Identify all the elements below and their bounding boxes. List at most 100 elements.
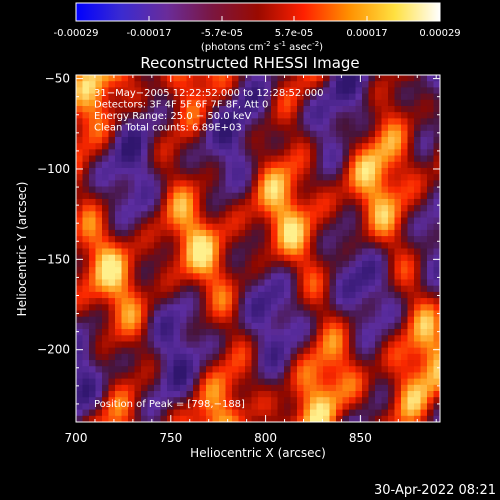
heatmap-cell (375, 223, 382, 231)
heatmap-cell (76, 267, 83, 274)
heatmap-cell (329, 105, 337, 113)
heatmap-cell (141, 285, 148, 293)
heatmap-cell (277, 329, 285, 336)
heatmap-cell (342, 223, 350, 231)
heatmap-cell (414, 99, 421, 107)
heatmap-cell (186, 273, 194, 280)
heatmap-cell (310, 99, 317, 107)
heatmap-cell (76, 409, 83, 417)
heatmap-cell (160, 192, 168, 200)
heatmap-cell (427, 391, 434, 398)
heatmap-cell (134, 347, 142, 355)
heatmap-cell (277, 267, 285, 274)
heatmap-cell (420, 167, 428, 175)
heatmap-cell (381, 205, 389, 212)
heatmap-cell (251, 273, 259, 280)
heatmap-cell (219, 75, 226, 82)
heatmap-cell (147, 167, 155, 175)
heatmap-cell (251, 93, 259, 101)
heatmap-cell (355, 391, 363, 398)
heatmap-cell (232, 329, 239, 336)
heatmap-cell (290, 93, 298, 101)
heatmap-cell (128, 360, 135, 367)
heatmap-cell (206, 415, 213, 423)
heatmap-cell (277, 415, 285, 423)
heatmap-cell (316, 186, 324, 194)
heatmap-cell (193, 105, 200, 113)
heatmap-cell (128, 384, 135, 392)
heatmap-cell (297, 75, 304, 82)
heatmap-cell (219, 180, 226, 187)
heatmap-cell (180, 211, 187, 218)
heatmap-cell (375, 105, 382, 113)
heatmap-cell (394, 229, 402, 237)
heatmap-cell (336, 341, 343, 349)
heatmap-cell (115, 285, 122, 293)
heatmap-cell (167, 384, 174, 392)
heatmap-cell (160, 136, 168, 144)
heatmap-cell (95, 105, 103, 113)
heatmap-cell (95, 335, 103, 342)
heatmap-cell (316, 236, 324, 243)
heatmap-cell (89, 347, 96, 355)
heatmap-cell (427, 329, 434, 336)
heatmap-cell (206, 260, 213, 268)
heatmap-cell (316, 285, 324, 293)
heatmap-cell (368, 329, 376, 336)
heatmap-cell (160, 93, 168, 101)
heatmap-cell (381, 260, 389, 268)
heatmap-cell (193, 167, 200, 175)
heatmap-cell (128, 316, 135, 324)
heatmap-cell (245, 167, 252, 175)
heatmap-cell (82, 310, 90, 318)
heatmap-cell (329, 279, 337, 287)
heatmap-cell (206, 397, 213, 404)
heatmap-cell (407, 186, 415, 194)
heatmap-cell (238, 353, 246, 361)
heatmap-cell (375, 360, 382, 367)
heatmap-cell (134, 335, 142, 342)
heatmap-cell (115, 87, 122, 94)
heatmap-cell (316, 167, 324, 175)
heatmap-cell (284, 161, 291, 169)
heatmap-cell (336, 75, 343, 82)
heatmap-cell (284, 93, 291, 101)
heatmap-cell (89, 415, 96, 423)
heatmap-cell (375, 161, 382, 169)
heatmap-cell (277, 174, 285, 181)
heatmap-cell (76, 341, 83, 349)
heatmap-cell (193, 403, 200, 411)
heatmap-cell (381, 136, 389, 144)
heatmap-cell (128, 93, 135, 101)
heatmap-cell (401, 316, 408, 324)
heatmap-cell (433, 99, 441, 107)
heatmap-cell (290, 291, 298, 299)
heatmap-cell (251, 180, 259, 187)
heatmap-cell (160, 279, 168, 287)
heatmap-cell (427, 236, 434, 243)
heatmap-cell (225, 279, 233, 287)
heatmap-cell (193, 310, 200, 318)
heatmap-cell (102, 415, 109, 423)
heatmap-cell (316, 223, 324, 231)
heatmap-cell (147, 174, 155, 181)
heatmap-cell (284, 217, 291, 225)
heatmap-cell (277, 112, 285, 119)
heatmap-cell (323, 174, 330, 181)
heatmap-cell (238, 397, 246, 404)
heatmap-cell (368, 217, 376, 225)
y-axis-ticks: −50−100−150−200 (37, 72, 440, 405)
heatmap-cell (271, 229, 278, 237)
heatmap-cell (258, 347, 265, 355)
colorbar-tick-label: -0.00017 (127, 28, 172, 39)
heatmap-cell (290, 360, 298, 367)
heatmap-cell (212, 118, 220, 125)
heatmap-cell (102, 391, 109, 398)
heatmap-cell (128, 223, 135, 231)
heatmap-cell (82, 372, 90, 380)
heatmap-cell (303, 192, 311, 200)
heatmap-cell (238, 130, 246, 138)
heatmap-cell (394, 291, 402, 299)
heatmap-cell (108, 378, 116, 386)
heatmap-cell (420, 310, 428, 318)
